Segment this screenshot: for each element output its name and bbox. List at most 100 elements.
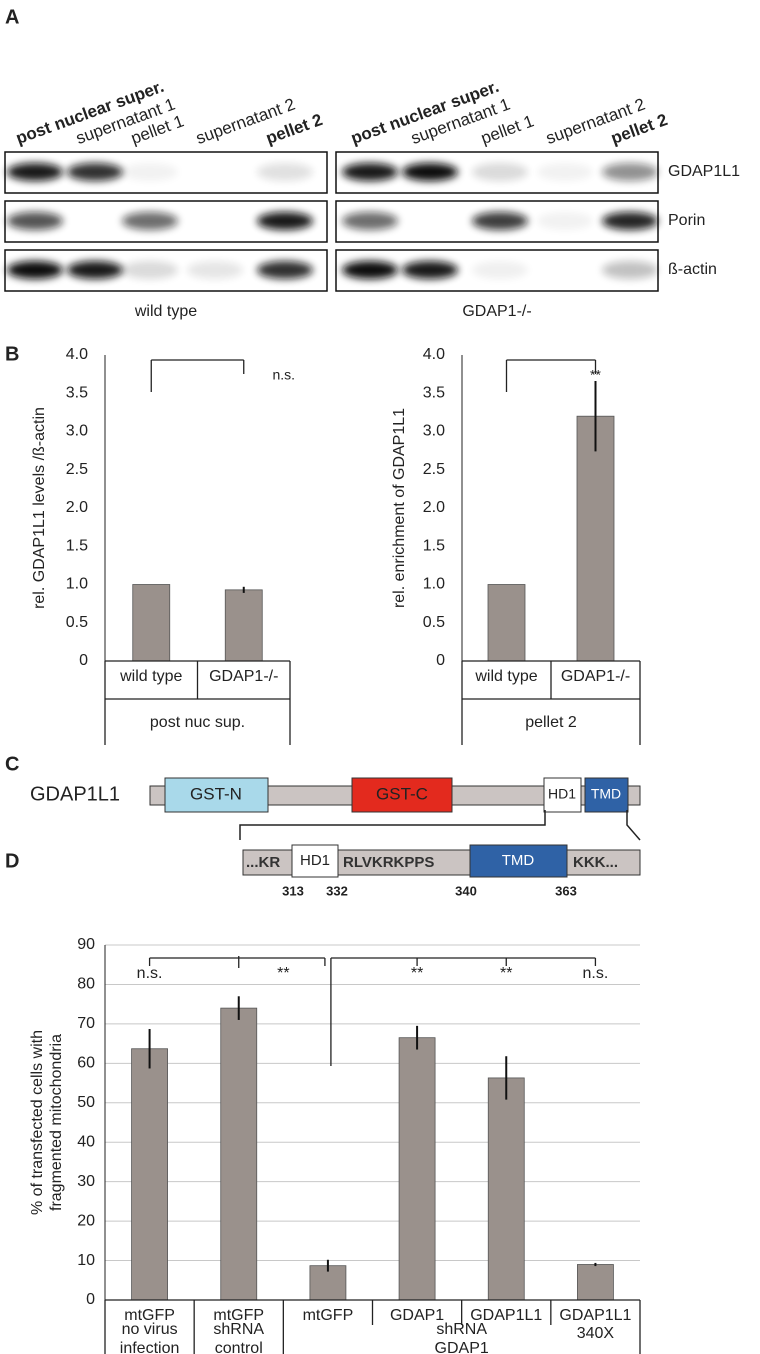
y-tick-label: 3.5 — [66, 384, 88, 401]
significance: n.s. — [137, 965, 163, 982]
band — [472, 212, 528, 230]
domain — [351, 777, 453, 813]
x-tick-label: mtGFP — [124, 1307, 175, 1324]
y-tick-label: 2.0 — [66, 499, 88, 516]
bar — [487, 584, 526, 662]
bar — [131, 1048, 168, 1301]
y-tick-label: 0.5 — [66, 614, 88, 631]
significance: n.s. — [272, 367, 295, 383]
group-label: shRNA — [213, 1321, 264, 1338]
sequence: ...KR — [246, 854, 280, 871]
y-tick-label: 0 — [436, 652, 445, 669]
y-tick-label: 3.5 — [423, 384, 445, 401]
bar — [577, 1264, 614, 1301]
y-tick-label: 1.0 — [423, 576, 445, 593]
y-tick-label: 30 — [77, 1173, 95, 1190]
domain-label: HD1 — [548, 786, 576, 802]
x-tick-label: mtGFP — [303, 1307, 354, 1324]
y-tick-label: 2.0 — [423, 499, 445, 516]
x-tick-label: GDAP1-/- — [209, 668, 278, 685]
band — [122, 212, 178, 230]
bar — [224, 589, 263, 662]
y-tick-label: 0 — [79, 652, 88, 669]
band — [342, 163, 398, 181]
panel-label: B — [5, 343, 19, 365]
group-label: GDAP1-/- — [462, 303, 531, 320]
row-label: ß-actin — [668, 261, 717, 278]
y-tick-label: 1.0 — [66, 576, 88, 593]
band — [602, 261, 658, 279]
band — [342, 212, 398, 230]
panel-label: D — [5, 850, 19, 872]
bar — [132, 584, 171, 662]
significance: ** — [411, 965, 423, 982]
band — [537, 212, 593, 230]
protein-name: GDAP1L1 — [30, 783, 120, 805]
y-tick-label: 40 — [77, 1133, 95, 1150]
panel-label: C — [5, 753, 19, 775]
domain-label: TMD — [591, 786, 621, 802]
y-tick-label: 90 — [77, 936, 95, 953]
y-tick-label: 60 — [77, 1055, 95, 1072]
x-tick-label: GDAP1L1 — [470, 1307, 542, 1324]
y-tick-label: 3.0 — [423, 423, 445, 440]
y-tick-label: 50 — [77, 1094, 95, 1111]
zoom-line — [626, 810, 641, 841]
row-label: GDAP1L1 — [668, 163, 740, 180]
y-axis-label: rel. enrichment of GDAP1L1 — [391, 408, 408, 608]
band — [7, 261, 63, 279]
group-label: infection — [120, 1340, 180, 1354]
band — [67, 261, 123, 279]
domain — [291, 844, 339, 878]
domain — [584, 777, 629, 813]
band — [257, 261, 313, 279]
position: 313 — [282, 883, 304, 898]
domain-label: TMD — [502, 852, 535, 869]
band — [7, 212, 63, 230]
x-tick-label: mtGFP — [213, 1307, 264, 1324]
y-tick-label: 70 — [77, 1015, 95, 1032]
x-tick-label: GDAP1-/- — [561, 668, 630, 685]
domain — [469, 844, 568, 878]
position: 363 — [555, 883, 577, 898]
y-tick-label: 3.0 — [66, 423, 88, 440]
x-tick-label: wild type — [119, 668, 182, 685]
x-tick-label: GDAP1 — [390, 1307, 444, 1324]
y-tick-label: 4.0 — [66, 346, 88, 363]
panel-label: A — [5, 6, 19, 28]
band — [472, 261, 528, 279]
group-label: post nuc sup. — [150, 714, 245, 731]
y-tick-label: 2.5 — [66, 461, 88, 478]
bar — [576, 415, 615, 662]
domain-diagram: GDAP1L1 GST-N GST-C HD1 TMD ...KR HD1 RL… — [30, 777, 641, 898]
y-tick-label: 1.5 — [423, 537, 445, 554]
band — [257, 212, 313, 230]
significance: ** — [277, 965, 289, 982]
y-axis-label: rel. GDAP1L1 levels /ß-actin — [31, 407, 48, 609]
band — [402, 163, 458, 181]
band — [342, 261, 398, 279]
significance: n.s. — [583, 965, 609, 982]
band — [472, 163, 528, 181]
group-label: GDAP1 — [435, 1340, 489, 1354]
domain — [164, 777, 269, 813]
band — [187, 261, 243, 279]
y-tick-label: 10 — [77, 1252, 95, 1269]
band — [67, 163, 123, 181]
group-label: control — [215, 1340, 263, 1354]
domain — [543, 777, 582, 813]
position: 340 — [455, 883, 477, 898]
sequence: KKK... — [573, 854, 618, 871]
band — [122, 163, 178, 181]
bar — [220, 1007, 258, 1301]
domain-label: GST-N — [190, 784, 242, 803]
band — [602, 212, 658, 230]
y-tick-label: 20 — [77, 1212, 95, 1229]
x-tick-label: GDAP1L1 340X — [559, 1307, 631, 1342]
row-label: Porin — [668, 212, 705, 229]
group-label: no virus — [122, 1321, 178, 1338]
zoom-line — [239, 810, 546, 840]
band — [7, 163, 63, 181]
